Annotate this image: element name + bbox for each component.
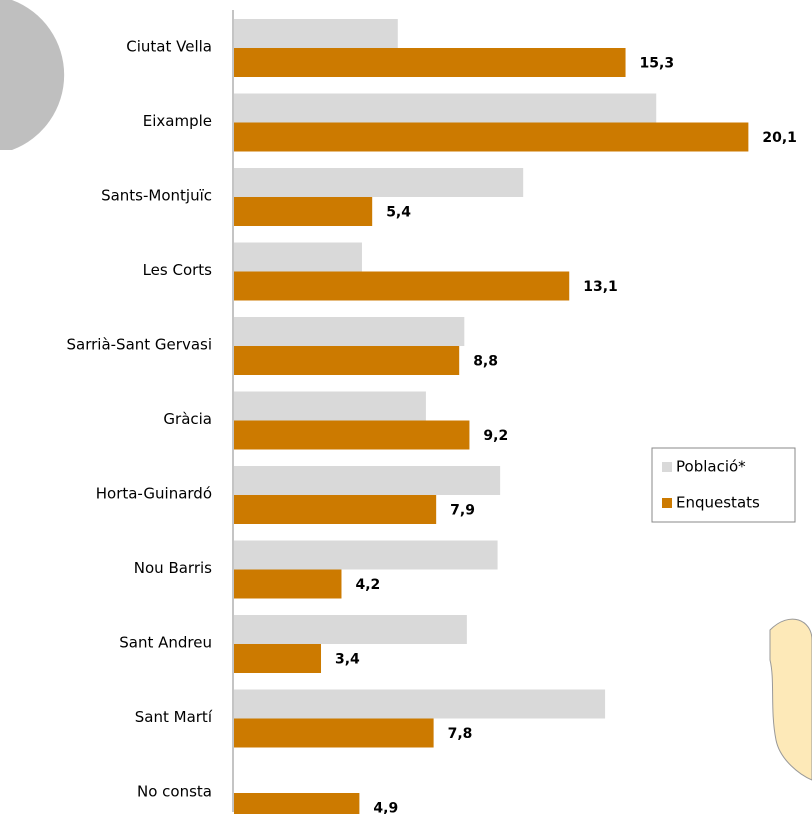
bar — [234, 197, 373, 226]
bar — [234, 644, 322, 673]
bar — [234, 317, 465, 346]
value-label: 7,8 — [448, 726, 473, 742]
value-label: 4,2 — [355, 577, 380, 593]
bar — [234, 420, 470, 450]
bar — [234, 689, 606, 719]
legend-swatch — [662, 462, 672, 472]
value-label: 9,2 — [483, 428, 508, 444]
decoration-circle — [0, 0, 65, 150]
bar — [234, 122, 749, 152]
y-tick-label: Horta-Guinardó — [96, 485, 212, 503]
bar — [234, 271, 570, 301]
value-label: 4,9 — [373, 801, 398, 815]
bar — [234, 540, 498, 570]
bar — [234, 569, 342, 599]
value-label: 8,8 — [473, 354, 498, 370]
bar — [234, 48, 626, 77]
bar — [234, 93, 657, 123]
legend-swatch — [662, 498, 672, 508]
bar — [234, 718, 434, 748]
y-tick-label: Nou Barris — [134, 559, 212, 577]
bar — [234, 495, 437, 524]
bar — [234, 793, 360, 818]
bar — [234, 391, 426, 421]
y-tick-label: Gràcia — [163, 410, 212, 428]
y-tick-label: Eixample — [143, 112, 212, 130]
value-label: 13,1 — [583, 279, 618, 295]
y-tick-label: Sarrià-Sant Gervasi — [67, 336, 213, 354]
value-label: 3,4 — [335, 652, 360, 668]
bar — [234, 466, 501, 495]
value-label: 5,4 — [386, 205, 411, 221]
y-tick-label: Les Corts — [143, 261, 213, 279]
value-label: 20,1 — [762, 130, 797, 146]
y-tick-label: Sant Andreu — [119, 634, 212, 652]
legend-label: Enquestats — [676, 494, 760, 512]
bar — [234, 346, 460, 375]
y-tick-label: Sants-Montjuïc — [101, 187, 212, 205]
y-tick-label: Sant Martí — [135, 708, 213, 726]
bar — [234, 19, 398, 48]
value-label: 7,9 — [450, 503, 475, 519]
bar — [234, 242, 362, 272]
y-tick-label: Ciutat Vella — [126, 38, 212, 56]
legend-box — [651, 447, 796, 523]
bar — [234, 615, 467, 644]
legend-label: Població* — [676, 458, 746, 476]
decoration-map — [769, 618, 812, 781]
y-tick-label: No consta — [137, 783, 212, 801]
bar — [234, 168, 524, 197]
value-label: 15,3 — [640, 56, 675, 72]
